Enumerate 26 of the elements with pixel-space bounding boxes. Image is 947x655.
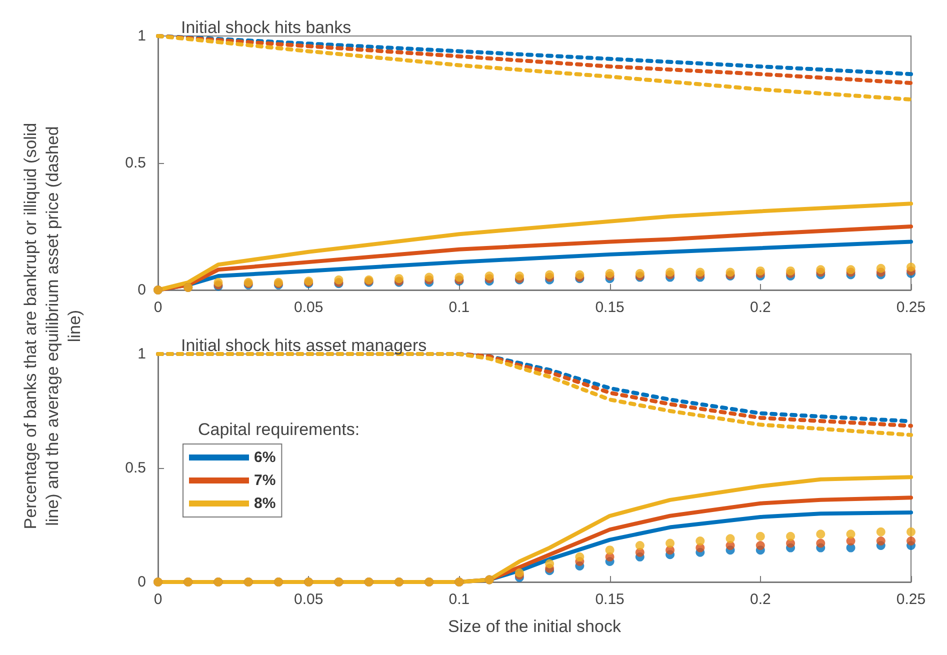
x-axis-title: Size of the initial shock xyxy=(448,617,622,636)
y-tick-label: 0.5 xyxy=(125,154,146,172)
x-tick-label: 0.05 xyxy=(294,591,324,608)
legend-label: 8% xyxy=(254,495,276,512)
chart-title: Initial shock hits asset managers xyxy=(181,336,427,355)
y-tick-label: 1 xyxy=(138,28,146,44)
x-tick-label: 0 xyxy=(154,591,162,608)
x-tick-label: 0.15 xyxy=(595,591,624,608)
y-tick-label: 0 xyxy=(138,282,146,298)
y-axis-title: Percentage of banks that are bankrupt or illiquid (solid line) and the average equilibrium asset price (dashed line) xyxy=(20,122,85,532)
legend-label: 6% xyxy=(254,449,276,466)
y-tick-label: 1 xyxy=(138,346,146,362)
x-tick-label: 0.2 xyxy=(750,591,771,608)
chart-title: Initial shock hits banks xyxy=(181,18,352,37)
y-tick-label: 0.5 xyxy=(125,460,146,476)
x-tick-label: 0.05 xyxy=(294,299,324,316)
legend-label: 7% xyxy=(254,472,276,489)
x-tick-label: 0 xyxy=(154,299,162,316)
x-tick-label: 0.15 xyxy=(595,299,624,316)
x-tick-label: 0.25 xyxy=(896,591,926,608)
x-tick-label: 0.25 xyxy=(896,299,926,316)
y-tick-label: 0 xyxy=(138,574,146,590)
x-tick-label: 0.1 xyxy=(448,591,470,608)
x-tick-label: 0.2 xyxy=(750,299,771,316)
legend-title: Capital requirements: xyxy=(198,420,360,439)
x-tick-label: 0.1 xyxy=(448,299,470,316)
